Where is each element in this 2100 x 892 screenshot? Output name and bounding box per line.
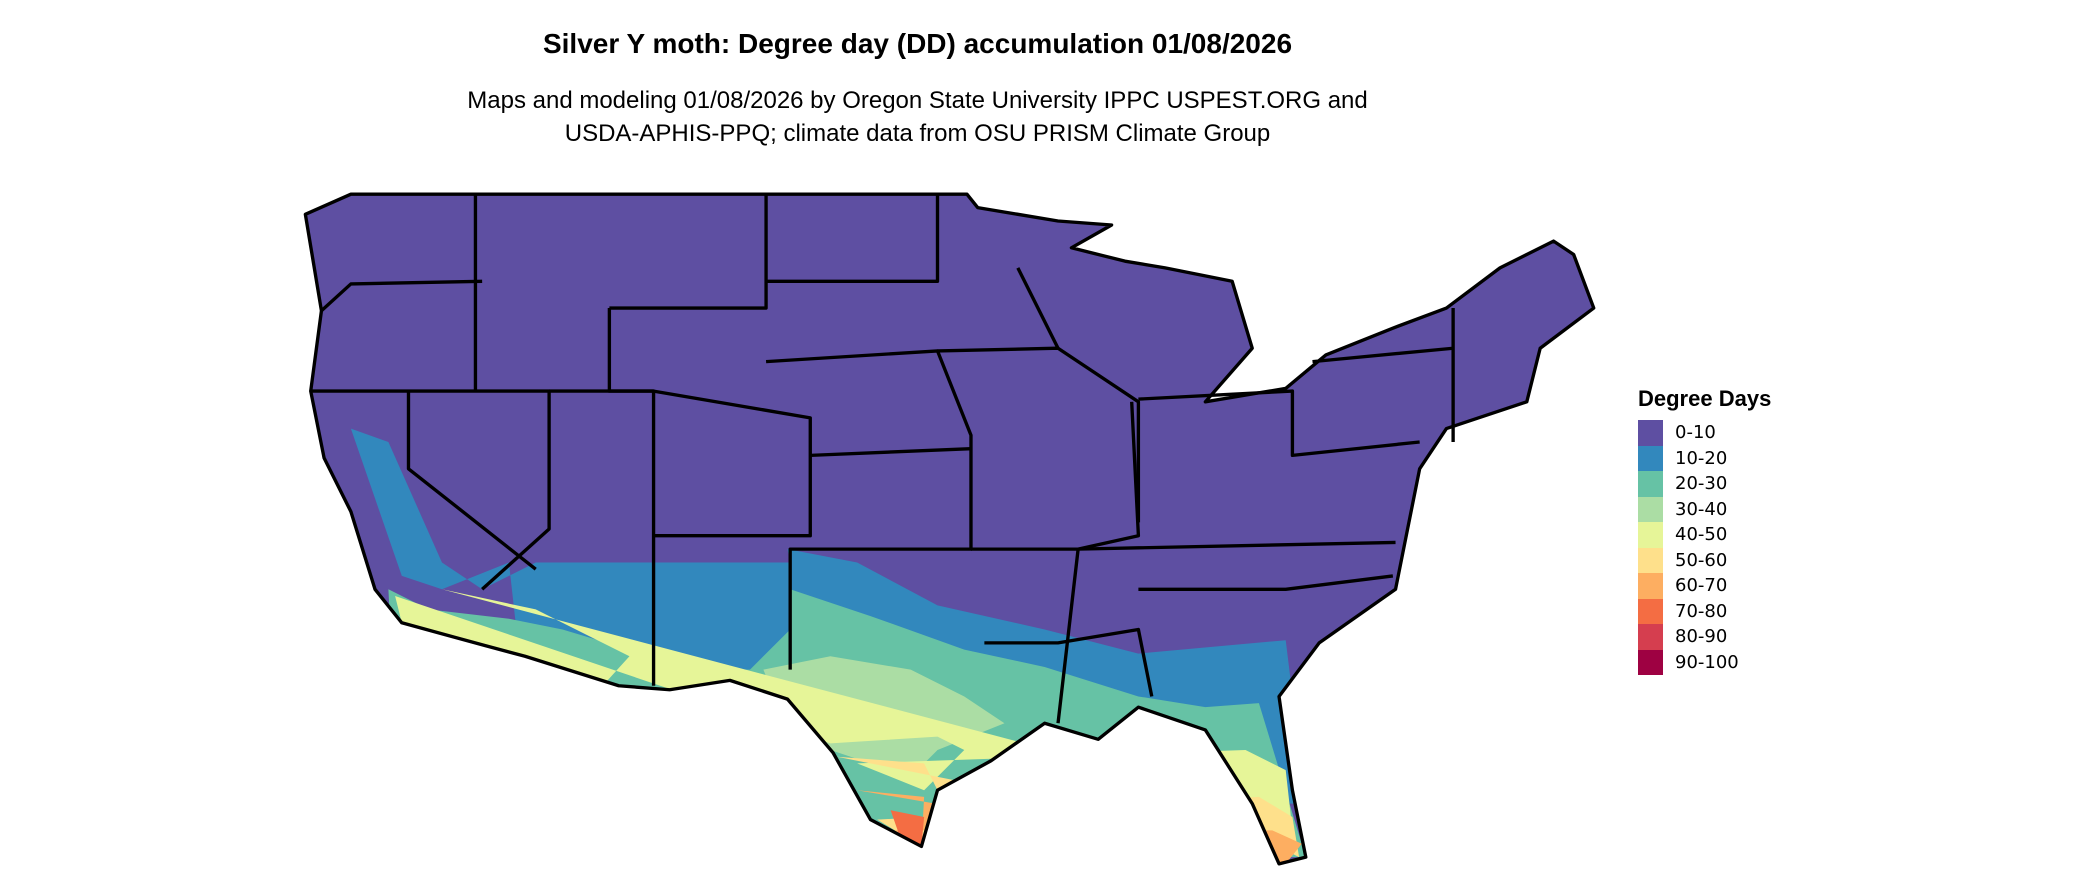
- legend-item: 80-90: [1638, 624, 1771, 650]
- legend-swatch: [1638, 547, 1663, 573]
- legend-swatch: [1638, 522, 1663, 548]
- zone-40-50: [395, 589, 1293, 831]
- legend-swatch: [1638, 471, 1663, 497]
- legend-item: 0-10: [1638, 420, 1771, 446]
- legend-label: 90-100: [1675, 651, 1739, 673]
- legend-swatch: [1638, 573, 1663, 599]
- map-title: Silver Y moth: Degree day (DD) accumulat…: [542, 28, 1293, 59]
- legend-label: 30-40: [1675, 498, 1728, 520]
- legend-swatch: [1638, 445, 1663, 471]
- legend-swatch: [1638, 624, 1663, 650]
- legend-item: 30-40: [1638, 496, 1771, 522]
- legend-label: 0-10: [1675, 422, 1716, 444]
- legend: Degree Days 0-10 10-20 20-30 30-40 40-50 50-6…: [1638, 386, 1771, 675]
- subtitle-line: Maps and modeling 01/08/2026 by Oregon S…: [467, 87, 1368, 114]
- legend-swatch: [1638, 649, 1663, 675]
- legend-title: Degree Days: [1638, 386, 1772, 411]
- state-borders: [303, 192, 1596, 866]
- legend-label: 10-20: [1675, 447, 1728, 469]
- legend-item: 70-80: [1638, 598, 1771, 624]
- legend-swatch: [1638, 598, 1663, 624]
- legend-item: 10-20: [1638, 445, 1771, 471]
- legend-label: 40-50: [1675, 524, 1728, 546]
- legend-item: 50-60: [1638, 547, 1771, 573]
- legend-swatch: [1638, 496, 1663, 522]
- zone-70-80: [890, 810, 925, 847]
- legend-label: 50-60: [1675, 549, 1728, 571]
- legend-label: 80-90: [1675, 626, 1728, 648]
- zone-60-70: [857, 790, 1302, 864]
- legend-item: 40-50: [1638, 522, 1771, 548]
- legend-label: 20-30: [1675, 473, 1728, 495]
- legend-item: 60-70: [1638, 573, 1771, 599]
- legend-label: 60-70: [1675, 575, 1728, 597]
- legend-label: 70-80: [1675, 600, 1728, 622]
- legend-item: 90-100: [1638, 649, 1771, 675]
- subtitle-line: USDA-APHIS-PPQ; climate data from OSU PR…: [564, 120, 1271, 147]
- legend-item: 20-30: [1638, 471, 1771, 497]
- map-subtitle: Maps and modeling 01/08/2026 by Oregon S…: [0, 84, 1835, 150]
- legend-swatch: [1638, 420, 1663, 446]
